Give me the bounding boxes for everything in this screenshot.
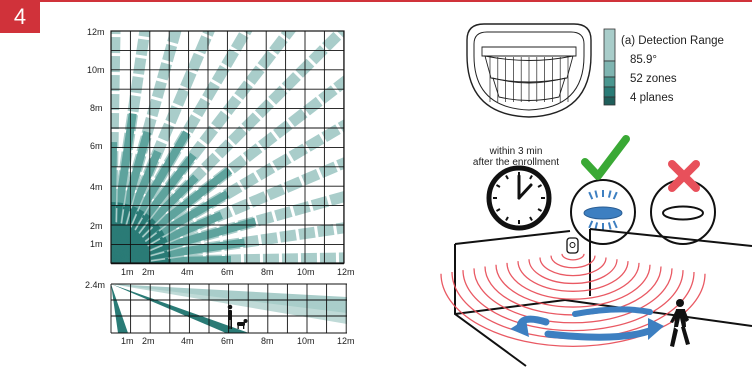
side-x-tick-8m: 8m [261, 336, 274, 346]
y-tick-2m: 2m [90, 221, 103, 231]
x-tick-2m: 2m [142, 267, 155, 277]
detection-legend-bar [603, 28, 616, 106]
x-tick-12m: 12m [337, 267, 355, 277]
y-tick-4m: 4m [90, 182, 103, 192]
top-view-zones [111, 31, 344, 263]
top-view-grid [110, 30, 345, 265]
page-number-badge: 4 [0, 0, 40, 33]
side-x-tick-12m: 12m [337, 336, 355, 346]
legend-planes: 4 planes [630, 92, 674, 104]
side-x-tick-6m: 6m [221, 336, 234, 346]
side-x-tick-4m: 4m [181, 336, 194, 346]
y-tick-6m: 6m [90, 141, 103, 151]
side-height-label: 2.4m [85, 280, 105, 290]
wall-detector-icon [566, 237, 579, 254]
y-tick-8m: 8m [90, 103, 103, 113]
clock-icon [486, 165, 552, 231]
detector-icon [466, 23, 592, 118]
side-view-grid [110, 283, 347, 334]
legend-zones: 52 zones [630, 73, 677, 85]
y-tick-10m: 10m [87, 65, 105, 75]
legend-angle: 85.9° [630, 54, 657, 66]
side-x-tick-1m: 1m [121, 336, 134, 346]
x-tick-4m: 4m [181, 267, 194, 277]
person-icon [227, 304, 233, 329]
room-illustration [454, 228, 752, 367]
check-icon [581, 135, 630, 180]
x-tick-8m: 8m [261, 267, 274, 277]
x-tick-10m: 10m [297, 267, 315, 277]
top-accent-line [0, 0, 752, 2]
x-tick-6m: 6m [221, 267, 234, 277]
lens-without-light-icon [650, 179, 716, 245]
cross-icon [668, 160, 700, 192]
enrollment-line2: after the enrollment [473, 157, 559, 168]
walking-person-icon [670, 299, 690, 347]
side-x-tick-10m: 10m [297, 336, 315, 346]
side-x-tick-2m: 2m [142, 336, 155, 346]
enrollment-line1: within 3 min [489, 146, 543, 157]
y-tick-12m: 12m [87, 27, 105, 37]
movement-arrows [510, 306, 664, 341]
legend-title: (a) Detection Range [621, 35, 724, 47]
x-tick-1m: 1m [121, 267, 134, 277]
lens-with-light-icon [570, 179, 636, 245]
dog-icon [237, 319, 248, 329]
y-tick-1m: 1m [90, 239, 103, 249]
